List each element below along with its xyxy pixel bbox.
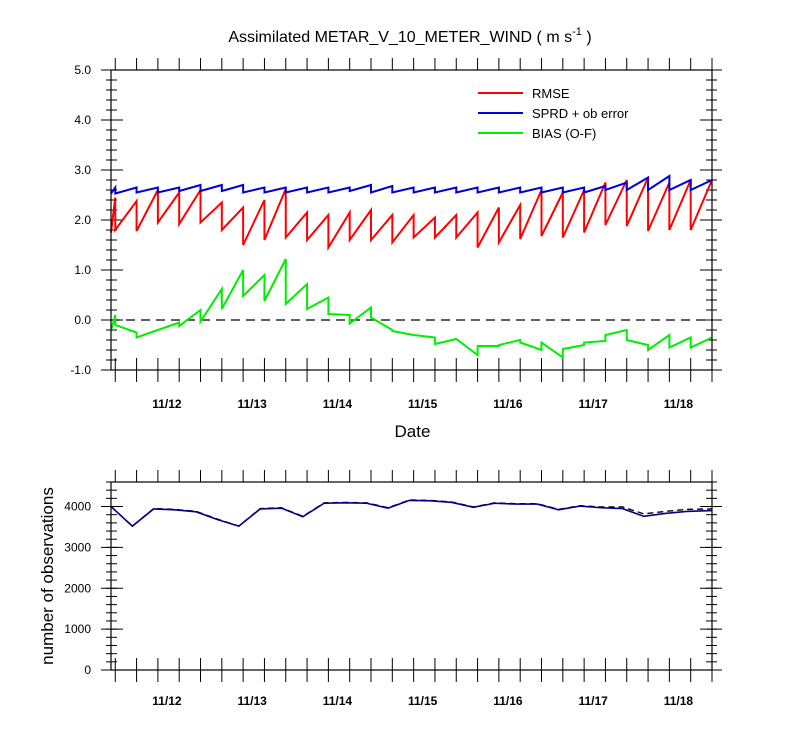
y-tick-label: 4000 [64,500,91,514]
top-y-tick-labels: -1.0 0.0 1.0 2.0 3.0 4.0 5.0 [70,63,91,377]
y-tick-label: 0.0 [74,313,91,327]
y-tick-label: 5.0 [74,63,91,77]
y-tick-label: 2.0 [74,213,91,227]
x-tick-label: 11/15 [408,397,438,411]
legend: RMSE SPRD + ob error BIAS (O-F) [478,86,629,141]
top-x-tick-labels: 11/12 11/13 11/14 11/15 11/16 11/17 11/18 [152,397,693,411]
x-axis-title: Date [395,422,431,441]
bottom-y-tick-labels: 0 1000 2000 3000 4000 [64,500,91,677]
y-tick-label: 3.0 [74,163,91,177]
x-tick-label: 11/14 [323,694,353,708]
y-tick-label: 4.0 [74,113,91,127]
x-tick-label: 11/14 [323,397,353,411]
y-tick-label: 1.0 [74,263,91,277]
x-tick-label: 11/13 [237,694,267,708]
x-tick-label: 11/12 [152,694,182,708]
legend-bias-label: BIAS (O-F) [532,126,596,141]
x-tick-label: 11/12 [152,397,182,411]
rmse-line [110,177,713,252]
x-tick-label: 11/18 [664,397,694,411]
top-panel: -1.00.01.02.03.04.05.0 11/12 11/13 11/14 11… [70,58,722,441]
x-tick-label: 11/16 [493,694,523,708]
legend-sprd-label: SPRD + ob error [532,106,629,121]
x-tick-label: 11/16 [493,397,523,411]
x-tick-label: 11/15 [408,694,438,708]
top-plot-frame [110,69,713,371]
x-tick-label: 11/17 [578,694,608,708]
bottom-major-ticks [101,470,722,682]
sprd-ob-error-line [110,174,713,195]
bottom-plot-frame [110,481,713,671]
x-tick-label: 11/18 [664,694,694,708]
y-tick-label: -1.0 [70,363,91,377]
chart-title: Assimilated METAR_V_10_METER_WIND ( m s-… [228,26,591,46]
x-tick-label: 11/13 [237,397,267,411]
y-tick-label: 0 [84,663,91,677]
y-tick-label: 1000 [64,622,91,636]
y-tick-label: 3000 [64,540,91,554]
bias-line [110,258,713,360]
legend-rmse-label: RMSE [532,86,570,101]
bottom-x-tick-labels: 11/12 11/13 11/14 11/15 11/16 11/17 11/18 [152,694,693,708]
x-tick-label: 11/17 [578,397,608,411]
y-tick-label: 2000 [64,581,91,595]
title-superscript: -1 [572,26,582,38]
y-axis-title-observations: number of observations [38,487,57,665]
obs-used-line [110,499,713,528]
